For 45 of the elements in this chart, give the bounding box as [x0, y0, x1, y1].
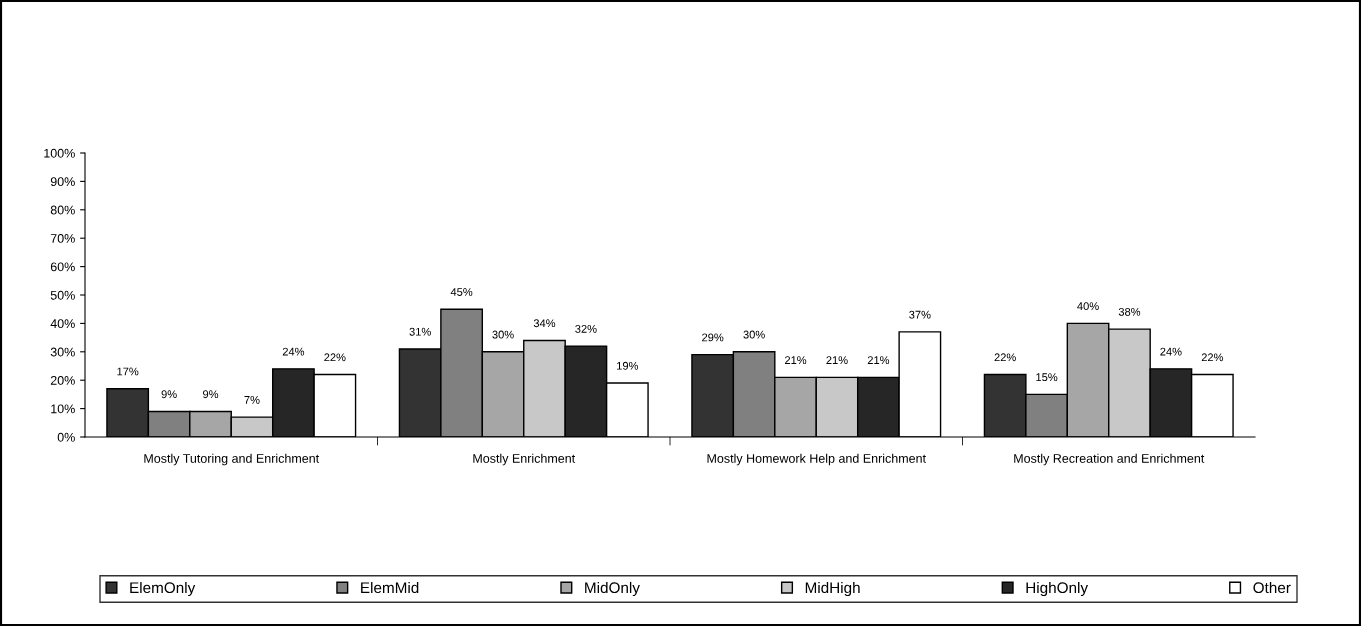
x-tick-label: Mostly Homework Help and Enrichment: [707, 453, 926, 466]
x-tick-label: Mostly Tutoring and Enrichment: [144, 453, 320, 466]
data-label: 31%: [409, 327, 431, 336]
data-label: 24%: [282, 347, 305, 356]
x-tick-label: Mostly Enrichment: [473, 453, 576, 466]
data-label: 29%: [702, 333, 724, 342]
y-tick-label: 60%: [50, 262, 75, 272]
legend-label: HighOnly: [1026, 581, 1089, 597]
data-label: 22%: [324, 353, 346, 362]
data-label: 17%: [117, 367, 139, 376]
x-tick-label: Mostly Recreation and Enrichment: [1014, 453, 1205, 466]
data-label: 40%: [1077, 302, 1099, 311]
legend-label: ElemOnly: [130, 581, 196, 597]
data-label: 24%: [1160, 347, 1182, 356]
y-tick-label: 0%: [57, 432, 75, 442]
data-label: 37%: [909, 310, 931, 319]
data-label: 15%: [1036, 373, 1058, 382]
y-tick-label: 40%: [50, 319, 75, 329]
y-tick-label: 90%: [50, 177, 75, 187]
y-tick-label: 50%: [50, 290, 75, 300]
data-label: 21%: [784, 356, 807, 365]
y-tick-label: 100%: [44, 148, 75, 158]
legend-label: ElemMid: [361, 581, 419, 594]
data-label: 22%: [1201, 353, 1224, 362]
data-label: 21%: [826, 356, 848, 365]
data-label: 9%: [161, 390, 177, 399]
data-label: 30%: [743, 330, 765, 339]
y-tick-label: 30%: [50, 347, 75, 357]
data-label: 9%: [203, 390, 219, 399]
y-tick-label: 80%: [50, 205, 75, 215]
legend-label: MidOnly: [585, 581, 640, 597]
legend-label: Other: [1253, 581, 1291, 594]
y-tick-label: 70%: [50, 234, 75, 243]
legend-label: MidHigh: [805, 581, 860, 597]
data-label: 34%: [533, 319, 556, 328]
y-tick-label: 10%: [51, 404, 75, 414]
data-label: 30%: [492, 330, 514, 339]
data-label: 32%: [575, 324, 597, 333]
data-label: 45%: [450, 288, 473, 296]
data-label: 7%: [244, 395, 260, 404]
data-label: 38%: [1118, 307, 1141, 316]
data-label: 22%: [994, 353, 1016, 362]
y-tick-label: 20%: [50, 376, 75, 385]
data-label: 19%: [617, 361, 639, 370]
data-label: 21%: [867, 356, 890, 365]
